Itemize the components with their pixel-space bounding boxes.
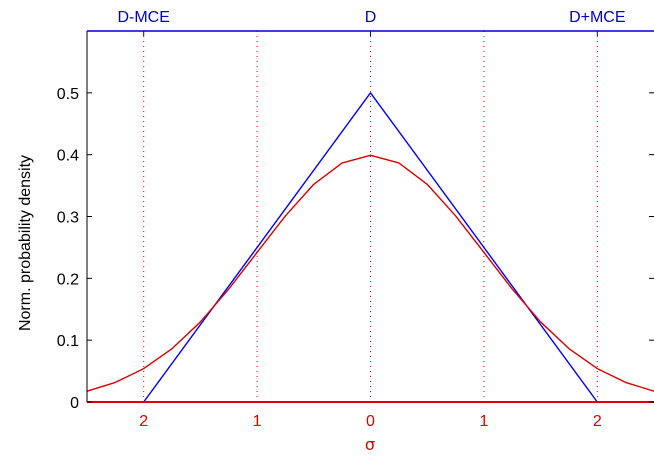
grid-lines (143, 31, 598, 402)
plot-series (86, 92, 654, 403)
tick-labels: 0 0.1 0.2 0.3 0.4 0.5 2 1 0 1 2 D-MCE D D+MCE (57, 9, 654, 430)
y-tick-label: 0.3 (57, 210, 79, 227)
x-axis-label: σ (365, 435, 375, 454)
x-tick-label: 2 (139, 413, 148, 430)
x-tick-label: 2 (593, 413, 602, 430)
y-tick-label: 0.4 (57, 148, 79, 165)
series-line (86, 154, 654, 392)
top-tick-label: D-MCE (117, 9, 169, 26)
top-tick-label: D+MCE (569, 9, 625, 26)
y-tick-label: 0.1 (57, 333, 79, 350)
y-tick-label: 0.2 (57, 271, 79, 288)
series-line (87, 92, 654, 403)
top-tick-label: D (365, 9, 377, 26)
x-tick-label: 1 (479, 413, 488, 430)
y-tick-label: 0.5 (57, 86, 79, 103)
x-tick-label: 0 (366, 413, 375, 430)
y-tick-label: 0 (70, 395, 79, 412)
x-tick-label: 1 (253, 413, 262, 430)
y-axis-label: Norm. probability density (17, 155, 34, 331)
